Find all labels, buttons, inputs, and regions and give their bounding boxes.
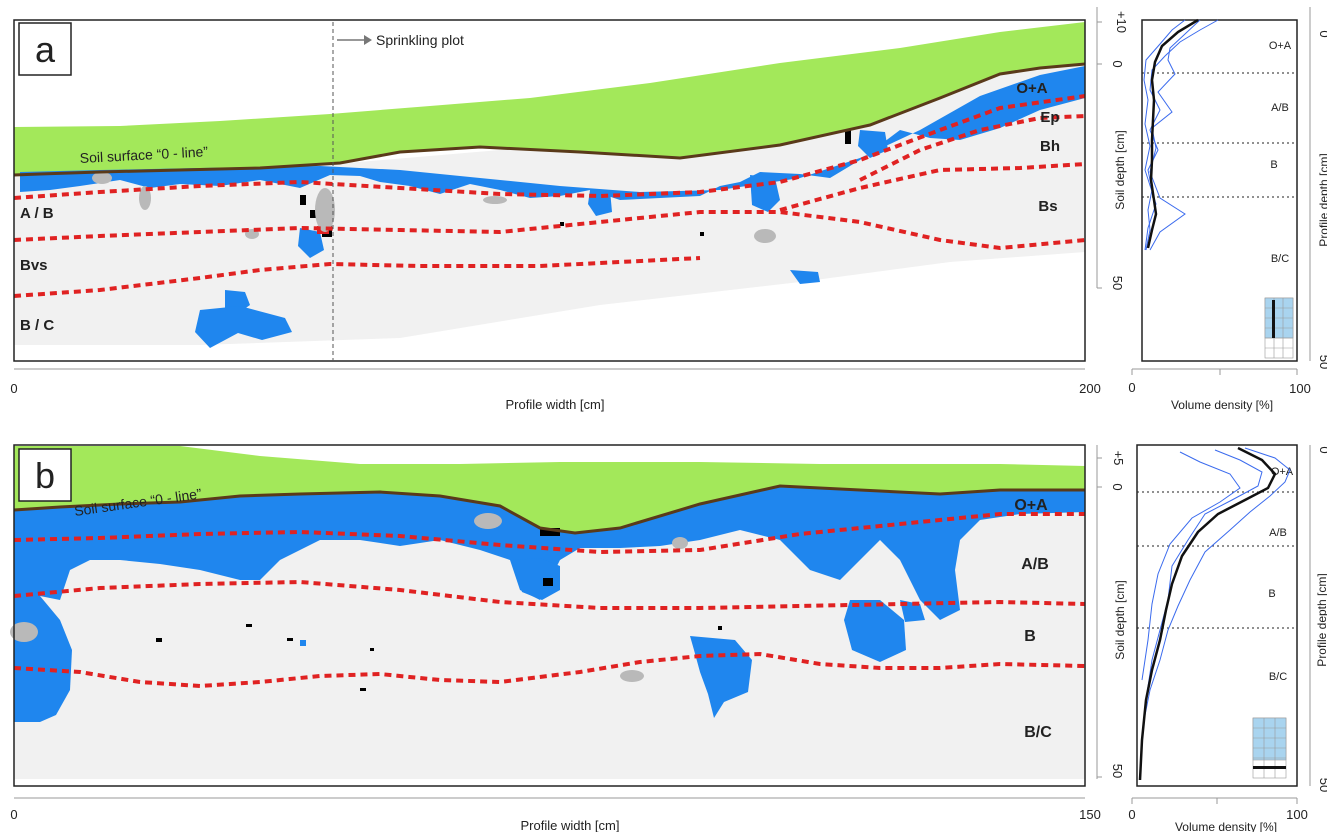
stained-flow-a xyxy=(20,66,1085,348)
profile-frame-a xyxy=(1141,19,1298,362)
profile-x-tick-100-a: 100 xyxy=(1289,381,1311,396)
x-axis-label-a: Profile width [cm] xyxy=(506,397,605,412)
horizon-boundaries-b xyxy=(13,512,1086,689)
profile-horizon-bc-b: B/C xyxy=(1269,671,1287,683)
horizon-label-ab-b: A/B xyxy=(1021,556,1049,573)
profile-horizon-b-a: B xyxy=(1270,159,1277,171)
vegetation-b xyxy=(14,446,1085,533)
profile-x-label-a: Volume density [%] xyxy=(1171,398,1273,412)
depth-axis-label-a: Soil depth [cm] xyxy=(1113,130,1127,209)
profile-y-tick-50-a: 50 xyxy=(1317,355,1327,369)
profile-y-tick-0-a: 0 xyxy=(1317,30,1327,37)
dye-traces-b xyxy=(156,528,722,691)
horizon-label-ab-a: A / B xyxy=(20,205,54,222)
sampling-grid-icon-a xyxy=(1264,297,1294,359)
panel-b-letter: b xyxy=(35,455,55,496)
profile-horizon-bc-a: B/C xyxy=(1271,253,1289,265)
profile-plot-a: O+A A/B B B/C 0 xyxy=(1128,7,1327,412)
panel-b-letter-box xyxy=(18,448,72,502)
profile-horizon-ab-a: A/B xyxy=(1271,102,1289,114)
profile-y-label-a: Profile depth [cm] xyxy=(1317,153,1327,246)
profile-x-label-b: Volume density [%] xyxy=(1175,820,1277,832)
panel-b: b Soil surface “0 - line” O+A A/B B B/C … xyxy=(10,444,1327,832)
profile-curve-replicate-b3 xyxy=(1141,451,1241,681)
sprinkling-plot-label: Sprinkling plot xyxy=(376,32,464,48)
depth-tick-50-b: 50 xyxy=(1110,764,1125,778)
panel-a: Sprinkling plot a Soil surface “0 - line… xyxy=(10,7,1327,412)
depth-axis-label-b: Soil depth [cm] xyxy=(1113,580,1127,659)
horizon-label-oa-a: O+A xyxy=(1016,80,1047,97)
sprinkling-arrowhead xyxy=(364,35,372,45)
profile-horizon-oa-a: O+A xyxy=(1269,40,1292,52)
x-tick-0-a: 0 xyxy=(10,381,17,396)
panel-a-letter-box xyxy=(18,22,72,76)
horizon-label-b-b: B xyxy=(1024,628,1036,645)
horizon-label-bvs-a: Bvs xyxy=(20,257,48,274)
profile-y-tick-50-b: 50 xyxy=(1317,778,1327,792)
depth-tick-0-a: 0 xyxy=(1110,60,1125,67)
x-tick-0-b: 0 xyxy=(10,807,17,822)
panel-b-frame xyxy=(13,444,1086,787)
depth-tick-50-a: 50 xyxy=(1110,276,1125,290)
profile-x-tick-100-b: 100 xyxy=(1286,807,1308,822)
profile-curve-replicate-b1 xyxy=(1143,447,1291,721)
profile-horizon-b-b: B xyxy=(1268,588,1275,600)
profile-x-tick-0-b: 0 xyxy=(1128,807,1135,822)
panel-a-frame xyxy=(13,19,1086,362)
vegetation-a xyxy=(14,22,1085,175)
sampling-grid-icon-b xyxy=(1252,717,1287,779)
depth-tick-0-b: 0 xyxy=(1110,483,1125,490)
horizon-boundaries-a xyxy=(13,94,1086,298)
stones-a xyxy=(92,172,776,243)
profile-curve-replicate-a1 xyxy=(1145,19,1219,251)
profile-y-tick-0-b: 0 xyxy=(1317,446,1327,453)
profile-plot-b: O+A A/B B B/C 0 xyxy=(1128,444,1327,832)
depth-tick-plus5-b: +5 xyxy=(1111,451,1126,466)
profile-curve-mean-b xyxy=(1138,446,1277,781)
x-axis-label-b: Profile width [cm] xyxy=(521,818,620,832)
soil-surface-line-a xyxy=(13,62,1086,177)
stones-b xyxy=(10,513,688,682)
horizon-label-ep-a: Ep xyxy=(1040,109,1059,126)
profile-y-label-b: Profile depth [cm] xyxy=(1315,573,1327,666)
depth-tick-plus10-a: +10 xyxy=(1114,11,1129,33)
soil-surface-label-a: Soil surface “0 - line” xyxy=(79,143,208,166)
profile-curve-replicate-a2 xyxy=(1149,19,1201,251)
profile-curve-mean-a xyxy=(1146,18,1199,249)
horizon-label-bh-a: Bh xyxy=(1040,138,1060,155)
x-tick-200-a: 200 xyxy=(1079,381,1101,396)
horizon-label-bs-a: Bs xyxy=(1038,198,1057,215)
soil-surface-line-b xyxy=(13,484,1085,535)
profile-curve-replicate-b2 xyxy=(1145,449,1263,701)
horizon-label-oa-b: O+A xyxy=(1014,497,1048,514)
horizon-label-bc-a: B / C xyxy=(20,317,54,334)
profile-curve-replicate-a3 xyxy=(1143,19,1186,251)
profile-x-tick-0-a: 0 xyxy=(1128,380,1135,395)
profile-frame-b xyxy=(1136,444,1298,787)
horizon-label-bc-b: B/C xyxy=(1024,724,1052,741)
panel-a-letter: a xyxy=(35,29,56,70)
x-tick-150-b: 150 xyxy=(1079,807,1101,822)
profile-horizon-ab-b: A/B xyxy=(1269,527,1287,539)
